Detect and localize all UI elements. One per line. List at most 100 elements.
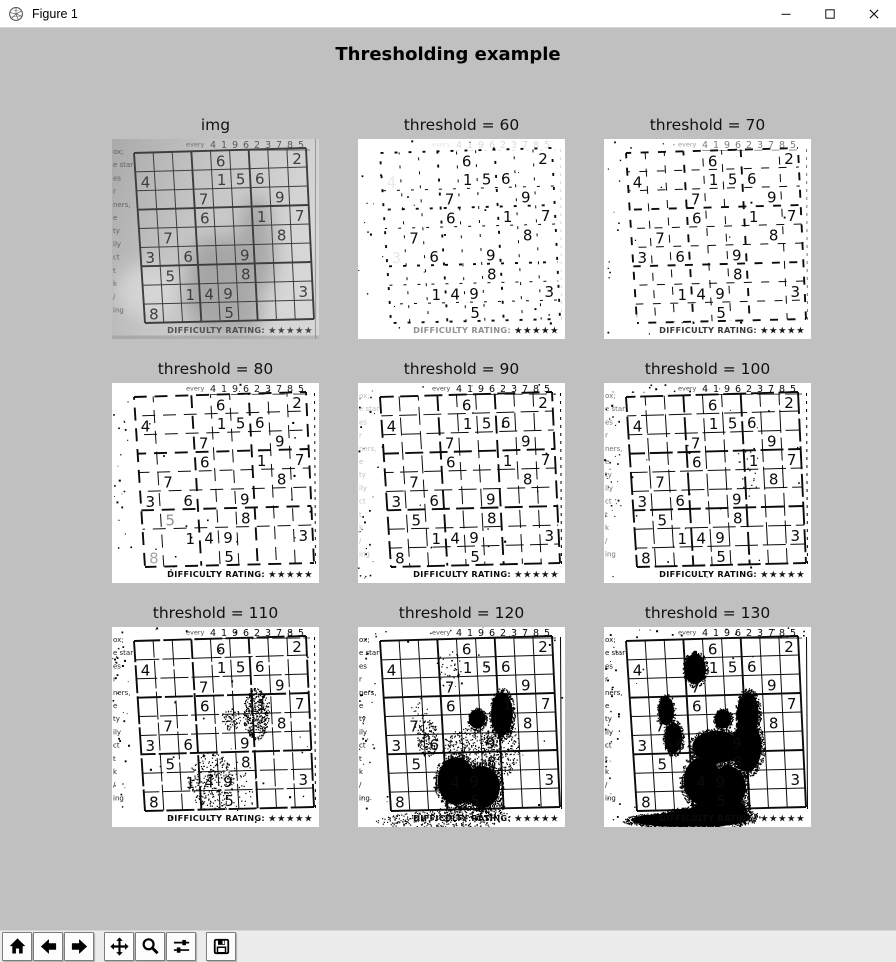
- svg-text:7: 7: [522, 384, 528, 395]
- forward-button[interactable]: [64, 932, 94, 961]
- zoom-button[interactable]: [135, 932, 165, 961]
- svg-text:1: 1: [709, 171, 719, 189]
- svg-text:6: 6: [692, 454, 702, 472]
- svg-text:2: 2: [784, 150, 794, 168]
- svg-text:t: t: [113, 755, 116, 763]
- svg-text:6: 6: [735, 384, 741, 395]
- svg-text:6: 6: [462, 640, 472, 658]
- svg-text:8: 8: [287, 384, 293, 395]
- svg-text:3: 3: [511, 140, 517, 151]
- svg-text:8: 8: [769, 471, 779, 489]
- subplot-panel-threshold-60: threshold = 60 every 4 1 9 6 2 3 7 8 5 6 2 4 1 5 6 7 9 6 1 7 7…: [358, 113, 565, 339]
- svg-text:ty: ty: [113, 715, 120, 723]
- svg-text:ners,: ners,: [359, 445, 377, 453]
- svg-text:2: 2: [500, 384, 506, 395]
- svg-text:3: 3: [638, 737, 648, 755]
- subplot-panel-threshold-120: threshold = 120 every 4 1 9 6 2 3 7 8 5 ox; e star es…: [358, 601, 565, 827]
- svg-text:4: 4: [141, 417, 151, 435]
- save-button[interactable]: [206, 932, 236, 961]
- svg-text:2: 2: [538, 394, 548, 412]
- svg-text:9: 9: [223, 773, 233, 791]
- figure-canvas: Thresholding example img every 4 1 9 6 2 3 7 8 5 o…: [0, 28, 896, 930]
- svg-text:ily: ily: [113, 728, 121, 736]
- home-button[interactable]: [2, 932, 32, 961]
- svg-text:7: 7: [522, 140, 528, 151]
- svg-text:7: 7: [691, 435, 701, 453]
- svg-text:9: 9: [715, 773, 725, 791]
- svg-text:7: 7: [768, 628, 774, 639]
- svg-text:8: 8: [733, 510, 743, 528]
- svg-text:9: 9: [715, 285, 725, 303]
- svg-text:7: 7: [541, 695, 551, 713]
- svg-text:4: 4: [696, 773, 706, 791]
- svg-text:6: 6: [675, 248, 685, 266]
- svg-text:7: 7: [787, 695, 797, 713]
- svg-text:1: 1: [503, 696, 513, 714]
- svg-text:6: 6: [243, 628, 249, 639]
- svg-text:5: 5: [166, 755, 176, 773]
- svg-text:5: 5: [658, 755, 668, 773]
- svg-text:9: 9: [478, 140, 484, 151]
- svg-text:t: t: [605, 511, 608, 519]
- svg-text:ing: ing: [113, 794, 124, 802]
- svg-text:ily: ily: [359, 728, 367, 736]
- svg-text:8: 8: [523, 715, 533, 733]
- svg-text:3: 3: [791, 527, 801, 545]
- pan-button[interactable]: [104, 932, 134, 961]
- configure-subplots-icon: [173, 939, 189, 953]
- svg-text:★★★★★: ★★★★★: [760, 570, 805, 581]
- svg-text:9: 9: [486, 247, 496, 265]
- svg-text:ners,: ners,: [113, 689, 131, 697]
- subplot-image: every 4 1 9 6 2 3 7 8 5ox;e staresrners,etyilyctt…: [604, 383, 811, 583]
- svg-text:8: 8: [487, 754, 497, 772]
- svg-text:9: 9: [478, 628, 484, 639]
- svg-text:7: 7: [768, 384, 774, 395]
- close-button[interactable]: [852, 0, 896, 27]
- minimize-button[interactable]: [764, 0, 808, 27]
- svg-text:9: 9: [223, 529, 233, 547]
- svg-text:ct: ct: [359, 498, 366, 506]
- svg-text:5: 5: [544, 628, 550, 639]
- svg-text:9: 9: [521, 189, 531, 207]
- svg-text:e: e: [359, 702, 363, 710]
- svg-text:1: 1: [503, 452, 513, 470]
- subplot-image: every 4 1 9 6 2 3 7 8 5ox;e staresrners,etyilyctt…: [358, 383, 565, 583]
- svg-text:3: 3: [638, 249, 648, 267]
- svg-text:k: k: [359, 524, 364, 532]
- svg-text:4: 4: [387, 417, 397, 435]
- svg-text:6: 6: [446, 698, 456, 716]
- subplot-image: every 4 1 9 6 2 3 7 8 5ox;e staresrners,etyilyctt…: [604, 627, 811, 827]
- svg-text:★★★★★: ★★★★★: [268, 570, 313, 581]
- subplot-panel-threshold-100: threshold = 100 every 4 1 9 6 2 3 7 8 5 ox; e star es…: [604, 357, 811, 583]
- svg-text:7: 7: [541, 207, 551, 225]
- svg-text:/: /: [605, 537, 608, 545]
- svg-text:7: 7: [445, 679, 455, 697]
- svg-text:2: 2: [538, 150, 548, 168]
- svg-text:1: 1: [678, 530, 688, 548]
- svg-text:6: 6: [692, 698, 702, 716]
- svg-text:/: /: [113, 781, 116, 789]
- configure-subplots-button[interactable]: [166, 932, 196, 961]
- window-titlebar: Figure 1: [0, 0, 896, 28]
- svg-text:5: 5: [790, 384, 796, 395]
- svg-text:9: 9: [732, 735, 742, 753]
- svg-text:es: es: [359, 662, 367, 670]
- subplot-panel-threshold-130: threshold = 130 every 4 1 9 6 2 3 7 8 5 ox; e star es…: [604, 601, 811, 827]
- svg-text:es: es: [605, 662, 613, 670]
- subplot-title: threshold = 60: [403, 116, 520, 134]
- svg-text:8: 8: [487, 510, 497, 528]
- matplotlib-icon: [9, 6, 23, 21]
- svg-text:5: 5: [728, 415, 738, 433]
- svg-text:4: 4: [387, 661, 397, 679]
- svg-text:★★★★★: ★★★★★: [760, 326, 805, 337]
- svg-text:es: es: [113, 662, 121, 670]
- svg-text:8: 8: [395, 794, 405, 812]
- svg-text:6: 6: [429, 736, 439, 754]
- svg-text:7: 7: [409, 230, 419, 248]
- back-button[interactable]: [33, 932, 63, 961]
- svg-text:1: 1: [463, 171, 473, 189]
- maximize-button[interactable]: [808, 0, 852, 27]
- svg-text:2: 2: [746, 140, 752, 151]
- svg-text:8: 8: [487, 266, 497, 284]
